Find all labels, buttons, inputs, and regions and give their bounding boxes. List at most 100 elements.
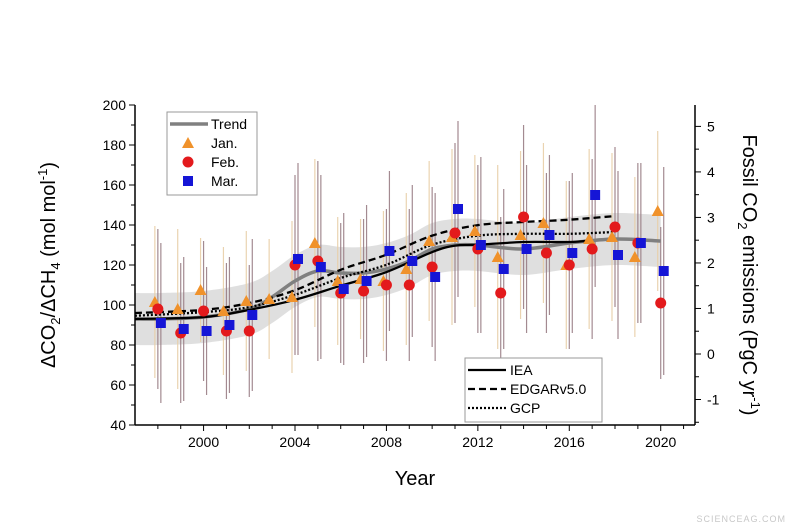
y2-axis-label-part: -1 [748, 397, 763, 409]
point-mar [224, 320, 235, 330]
y2-axis-label-part: 2 [735, 222, 750, 229]
x-tick-label: 2008 [371, 434, 402, 450]
point-mar [521, 244, 532, 254]
point-mar [315, 262, 326, 272]
point-mar [201, 326, 212, 336]
point-feb [403, 279, 415, 291]
point-jan [606, 231, 618, 242]
legend-box [166, 111, 258, 196]
point-jan [286, 291, 298, 302]
x-tick-label: 2016 [554, 434, 585, 450]
legend-label: Jan. [211, 135, 237, 151]
x-tick-label: 2000 [188, 434, 219, 450]
point-mar [590, 190, 601, 200]
y-axis-label-part: (mol mol [38, 180, 60, 262]
point-feb [655, 297, 667, 309]
y-axis-label: ΔCO2/ΔCH4 (mol mol-1) [35, 162, 63, 368]
point-mar [338, 284, 349, 294]
x-tick-label: 2020 [645, 434, 676, 450]
y-tick-label: 180 [103, 137, 127, 153]
y-tick-label: 60 [110, 377, 126, 393]
point-mar [430, 272, 441, 282]
legend-label: IEA [510, 362, 533, 378]
legend-box [464, 357, 603, 423]
point-mar [567, 248, 578, 258]
point-mar [247, 310, 258, 320]
point-mar [155, 318, 166, 328]
y-tick-label: 80 [110, 337, 126, 353]
point-jan [514, 229, 527, 240]
y2-tick-label: 5 [707, 118, 715, 134]
point-mar [498, 264, 509, 274]
point-mar [544, 230, 555, 240]
x-tick-label: 2012 [462, 434, 493, 450]
point-jan [583, 233, 596, 244]
point-feb [426, 261, 438, 273]
point-jan [423, 235, 436, 246]
point-mar [178, 324, 189, 334]
x-tick-label: 2004 [279, 434, 310, 450]
y-tick-label: 200 [103, 97, 127, 113]
point-mar [384, 246, 395, 256]
point-jan [491, 251, 504, 262]
point-jan [468, 225, 481, 236]
y2-axis-label-part: emissions (PgC yr [738, 229, 760, 397]
point-mar [658, 266, 669, 276]
y-tick-label: 160 [103, 177, 127, 193]
point-jan [537, 217, 550, 228]
point-feb [358, 285, 370, 297]
y-axis-label-part: 2 [48, 317, 63, 324]
legend-lines: IEA EDGARv5.0 GCP [464, 357, 603, 423]
y-tick-label: 140 [103, 217, 127, 233]
point-feb [198, 305, 210, 317]
y2-tick-label: -1 [707, 392, 720, 408]
y-axis-label-part: 4 [48, 262, 63, 269]
legend-swatch-triangle [182, 137, 194, 148]
point-jan [263, 293, 276, 304]
y-tick-label: 40 [110, 417, 126, 433]
y2-axis-label-part: Fossil CO [738, 134, 760, 222]
point-jan [194, 284, 207, 295]
point-feb [563, 259, 575, 271]
y2-tick-label: 0 [707, 346, 715, 362]
y2-axis-label-part: ) [738, 409, 760, 416]
point-jan [240, 295, 253, 306]
point-jan [217, 305, 230, 316]
y-axis-label-part: ) [38, 162, 60, 169]
emission-line-gcp [134, 230, 616, 317]
point-mar [453, 204, 463, 214]
point-feb [152, 303, 164, 315]
y-tick-label: 100 [103, 297, 127, 313]
point-feb [243, 325, 255, 337]
trend-uncertainty-band [135, 212, 661, 346]
y-axis-label-part: ΔCO [38, 325, 60, 368]
point-feb [518, 211, 530, 223]
legend-label: Mar. [211, 173, 238, 189]
legend-label: GCP [510, 400, 540, 416]
point-feb [495, 287, 507, 299]
point-mar [407, 256, 418, 266]
point-mar [613, 250, 623, 260]
y2-axis-label: Fossil CO2 emissions (PgC yr-1) [735, 134, 763, 415]
point-feb [449, 227, 461, 239]
legend-markers: Trend Jan. Feb. Mar. [166, 111, 258, 196]
point-jan [628, 251, 641, 262]
point-jan [400, 263, 413, 274]
point-mar [475, 240, 486, 250]
y-axis-label-part: /ΔCH [38, 270, 60, 318]
y-tick-label: 120 [103, 257, 127, 273]
legend-label: EDGARv5.0 [510, 381, 586, 397]
point-jan [171, 303, 184, 314]
point-mar [635, 238, 646, 248]
legend-swatch-circle [182, 156, 194, 168]
y-axis-label-part: -1 [35, 169, 50, 181]
point-mar [293, 254, 303, 264]
y2-tick-label: 3 [707, 209, 715, 225]
point-jan [308, 237, 321, 248]
point-jan [331, 275, 344, 286]
y2-tick-label: 2 [707, 255, 715, 271]
legend-swatch-square [183, 176, 193, 186]
point-mar [361, 276, 372, 286]
point-feb [380, 279, 392, 291]
